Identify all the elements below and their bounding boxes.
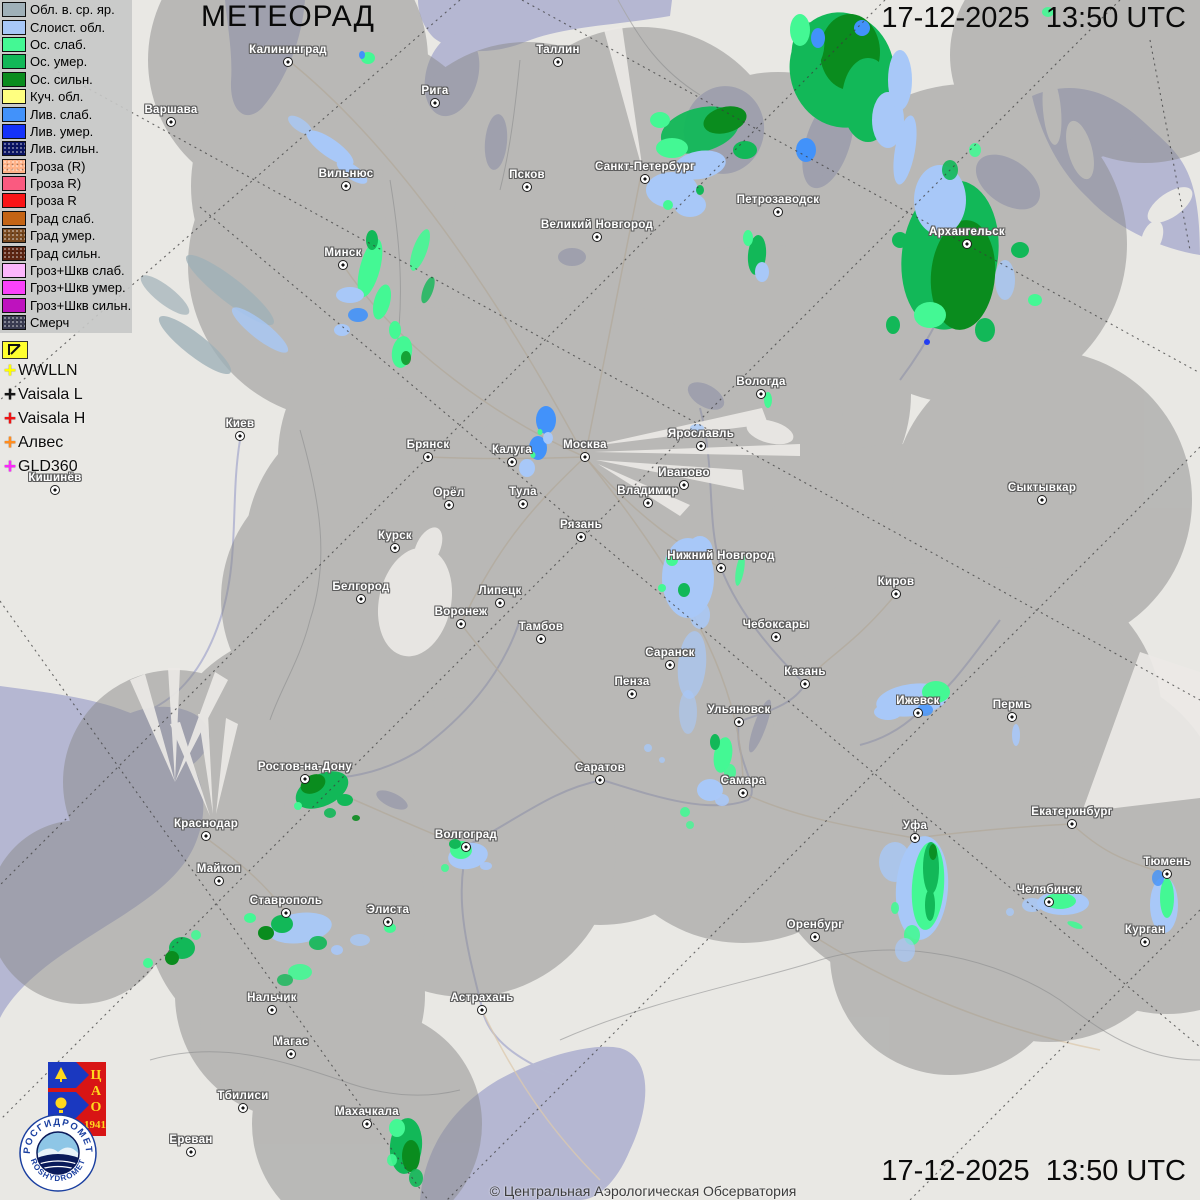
- legend-color-chip: [2, 263, 26, 279]
- svg-text:А: А: [91, 1084, 102, 1099]
- lightning-cross-icon: +: [3, 359, 17, 382]
- legend-item-label: Ос. сильн.: [30, 71, 93, 87]
- legend-item-label: Ос. умер.: [30, 54, 88, 70]
- legend-item-label: Град слаб.: [30, 210, 95, 226]
- lightning-legend-item: + Vaisala L: [2, 383, 85, 407]
- legend-item-label: Гроз+Шкв слаб.: [30, 263, 125, 279]
- legend-color-chip: [2, 123, 26, 139]
- legend-item: Гроза (R): [0, 158, 132, 175]
- legend-color-chip: [2, 36, 26, 52]
- lightning-cross-icon: +: [3, 407, 17, 430]
- legend-color-chip: [2, 106, 26, 122]
- legend-item: Ос. сильн.: [0, 71, 132, 88]
- legend-color-chip: [2, 280, 26, 296]
- lightning-network-label: Vaisala L: [18, 386, 83, 403]
- legend-item-label: Град сильн.: [30, 245, 101, 261]
- legend-color-chip: [2, 245, 26, 261]
- lightning-legend-item: + Алвес: [2, 431, 85, 455]
- timestamp-bottom: 17-12-2025 13:50 UTC: [881, 1155, 1186, 1187]
- lightning-network-label: GLD360: [18, 458, 78, 475]
- legend-item-label: Гроза R: [30, 193, 77, 209]
- legend-color-chip: [2, 228, 26, 244]
- legend-item: Куч. обл.: [0, 88, 132, 105]
- legend-color-chip: [2, 193, 26, 209]
- legend-item: Лив. слаб.: [0, 105, 132, 122]
- legend-color-chip: [2, 54, 26, 70]
- legend-color-chip: [2, 176, 26, 192]
- lightning-legend-item: + GLD360: [2, 455, 85, 479]
- roshydromet-logo: РОСГИДРОМЕТ ROSHYDROMET: [19, 1114, 97, 1192]
- legend-item-label: Смерч: [30, 315, 70, 331]
- legend-item-label: Обл. в. ср. яр.: [30, 2, 115, 18]
- legend-item: Ос. слаб.: [0, 36, 132, 53]
- svg-text:1941: 1941: [84, 1119, 106, 1131]
- legend-item: Лив. умер.: [0, 123, 132, 140]
- legend-item: Град сильн.: [0, 244, 132, 261]
- attribution: © Центральная Аэрологическая Обсерватори…: [489, 1183, 797, 1199]
- svg-text:Ц: Ц: [91, 1068, 102, 1083]
- legend-item-label: Гроза R): [30, 176, 82, 192]
- svg-text:О: О: [91, 1100, 102, 1115]
- logo-group: Ц А О 1941 РОСГИДРОМЕТ ROSHYDROMET: [19, 1062, 129, 1200]
- legend-item-label: Гроз+Шкв умер.: [30, 280, 126, 296]
- tornado-symbol-box: [2, 341, 28, 359]
- lightning-cross-icon: +: [3, 383, 17, 406]
- lightning-legend-item: + WWLLN: [2, 359, 85, 383]
- legend-color-chip: [2, 158, 26, 174]
- page-title: МЕТЕОРАД: [201, 0, 375, 33]
- legend-item: Лив. сильн.: [0, 140, 132, 157]
- legend-color-chip: [2, 71, 26, 87]
- legend-item: Гроза R): [0, 175, 132, 192]
- legend-panel: Обл. в. ср. яр. Слоист. обл. Ос. слаб. Ос. …: [0, 0, 132, 334]
- lightning-cross-icon: +: [3, 455, 17, 478]
- legend-item: Смерч: [0, 314, 132, 331]
- lightning-legend: + WWLLN + Vaisala L + Vaisala H + Алвес + GLD360: [2, 359, 85, 479]
- legend-item-label: Лив. слаб.: [30, 106, 93, 122]
- legend-item: Град слаб.: [0, 210, 132, 227]
- lightning-network-label: Vaisala H: [18, 410, 86, 427]
- legend-item: Гроз+Шкв слаб.: [0, 262, 132, 279]
- lightning-cross-icon: +: [3, 431, 17, 454]
- lightning-network-label: WWLLN: [18, 362, 78, 379]
- legend-color-chip: [2, 19, 26, 35]
- legend-item: Слоист. обл.: [0, 18, 132, 35]
- legend-item-label: Гроз+Шкв сильн.: [30, 297, 132, 313]
- timestamp-top: 17-12-2025 13:50 UTC: [881, 2, 1186, 34]
- legend-item-label: Слоист. обл.: [30, 19, 106, 35]
- lightning-network-label: Алвес: [18, 434, 64, 451]
- legend-color-chip: [2, 315, 26, 331]
- legend-item-label: Ос. слаб.: [30, 36, 87, 52]
- lightning-legend-item: + Vaisala H: [2, 407, 85, 431]
- legend-item-label: Лив. умер.: [30, 123, 94, 139]
- legend-color-chip: [2, 297, 26, 313]
- legend-color-chip: [2, 210, 26, 226]
- legend-item: Гроз+Шкв умер.: [0, 279, 132, 296]
- legend-item-label: Лив. сильн.: [30, 141, 99, 157]
- legend-rows: Обл. в. ср. яр. Слоист. обл. Ос. слаб. Ос. …: [0, 1, 132, 331]
- tornado-icon: [8, 344, 21, 355]
- legend-item-label: Гроза (R): [30, 158, 86, 174]
- legend-item: Ос. умер.: [0, 53, 132, 70]
- legend-item: Обл. в. ср. яр.: [0, 1, 132, 18]
- legend-color-chip: [2, 2, 26, 18]
- legend-item-label: Град умер.: [30, 228, 96, 244]
- legend-color-chip: [2, 141, 26, 157]
- legend-item: Гроза R: [0, 192, 132, 209]
- legend-item-label: Куч. обл.: [30, 89, 84, 105]
- legend-item: Гроз+Шкв сильн.: [0, 297, 132, 314]
- legend-color-chip: [2, 89, 26, 105]
- legend-item: Град умер.: [0, 227, 132, 244]
